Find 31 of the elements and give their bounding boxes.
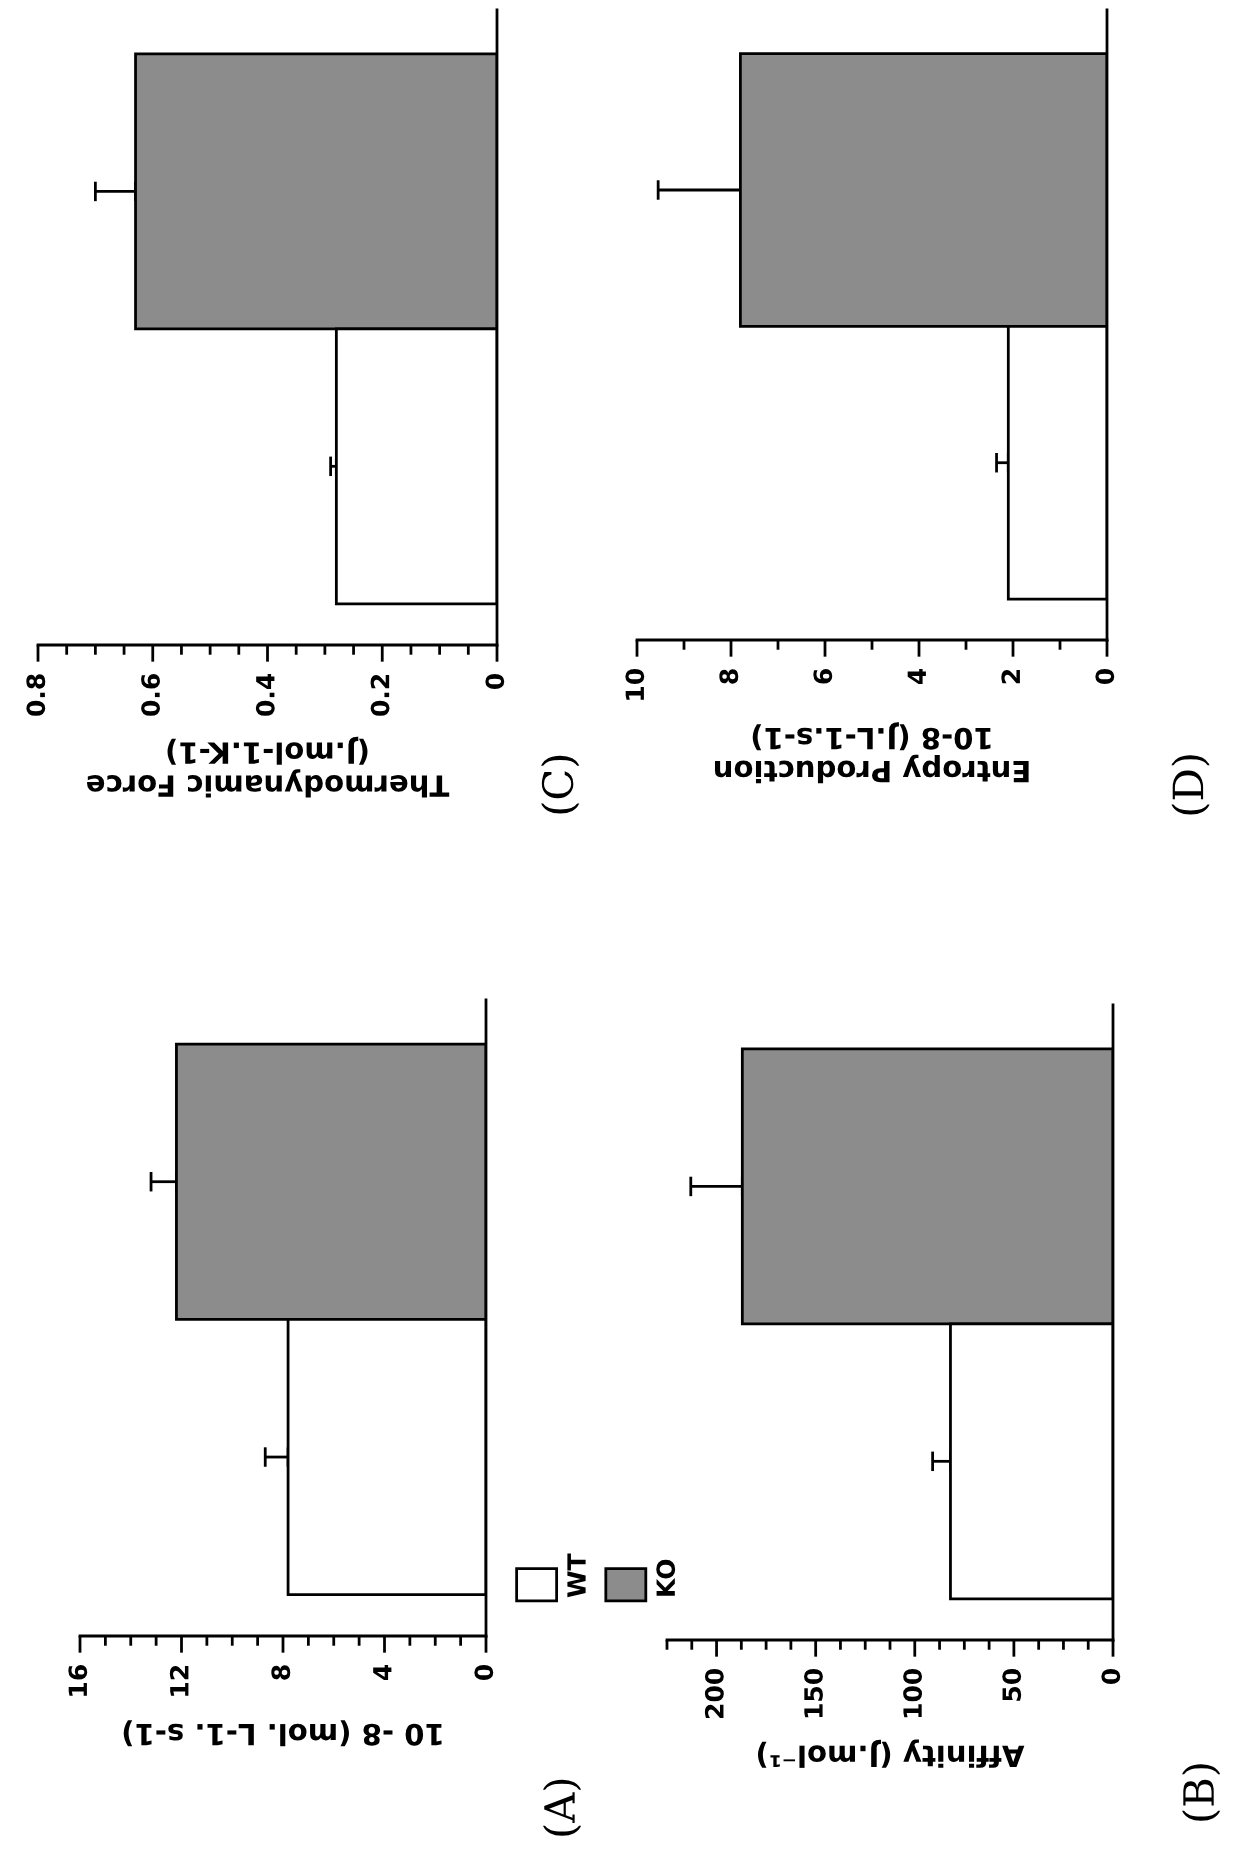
x-tick-label: 16 xyxy=(68,1665,88,1696)
x-tick-label: 150 xyxy=(804,1668,823,1718)
x-tick-label: 0 xyxy=(474,1664,494,1680)
x-tick-label: 0.8 xyxy=(26,674,46,716)
x-axis-title: Thermodynamic Force (J.mol-1.K-1) xyxy=(87,736,450,798)
text: (A) xyxy=(542,1779,582,1836)
x-tick-label: 0 xyxy=(485,673,505,689)
x-tick-label: 4 xyxy=(373,1664,392,1681)
text: (D) xyxy=(1171,755,1210,815)
x-tick-label: 6 xyxy=(813,669,833,684)
x-tick-label: 200 xyxy=(704,1668,724,1718)
text: (C) xyxy=(541,755,580,814)
x-tick-label: 10 xyxy=(625,668,645,700)
x-tick-label: 0 xyxy=(1101,1668,1121,1684)
x-tick-label: 8 xyxy=(271,1665,291,1680)
x-tick-label: 0.6 xyxy=(141,674,160,716)
x-tick-label: 12 xyxy=(169,1665,189,1696)
legend-label: WT xyxy=(567,1553,586,1598)
x-axis-title: Entropy Production 10-8 (J.L-1.s-1) xyxy=(714,722,1029,784)
x-axis-title: 10 -8 (mol. L-1. s-1) xyxy=(123,1720,442,1747)
text: (B) xyxy=(1182,1764,1221,1821)
x-tick-label: 50 xyxy=(1002,1668,1022,1701)
legend-label: KO xyxy=(656,1559,676,1596)
x-tick-label: 100 xyxy=(903,1668,923,1718)
x-tick-label: 2 xyxy=(1001,669,1020,684)
x-tick-label: 8 xyxy=(719,669,739,684)
x-tick-label: 4 xyxy=(907,668,926,685)
x-tick-label: 0.2 xyxy=(370,674,390,716)
x-tick-label: 0 xyxy=(1095,668,1115,684)
x-axis-title: Affinity (J.mol⁻¹) xyxy=(758,1739,1025,1768)
x-tick-label: 0.4 xyxy=(255,673,275,716)
